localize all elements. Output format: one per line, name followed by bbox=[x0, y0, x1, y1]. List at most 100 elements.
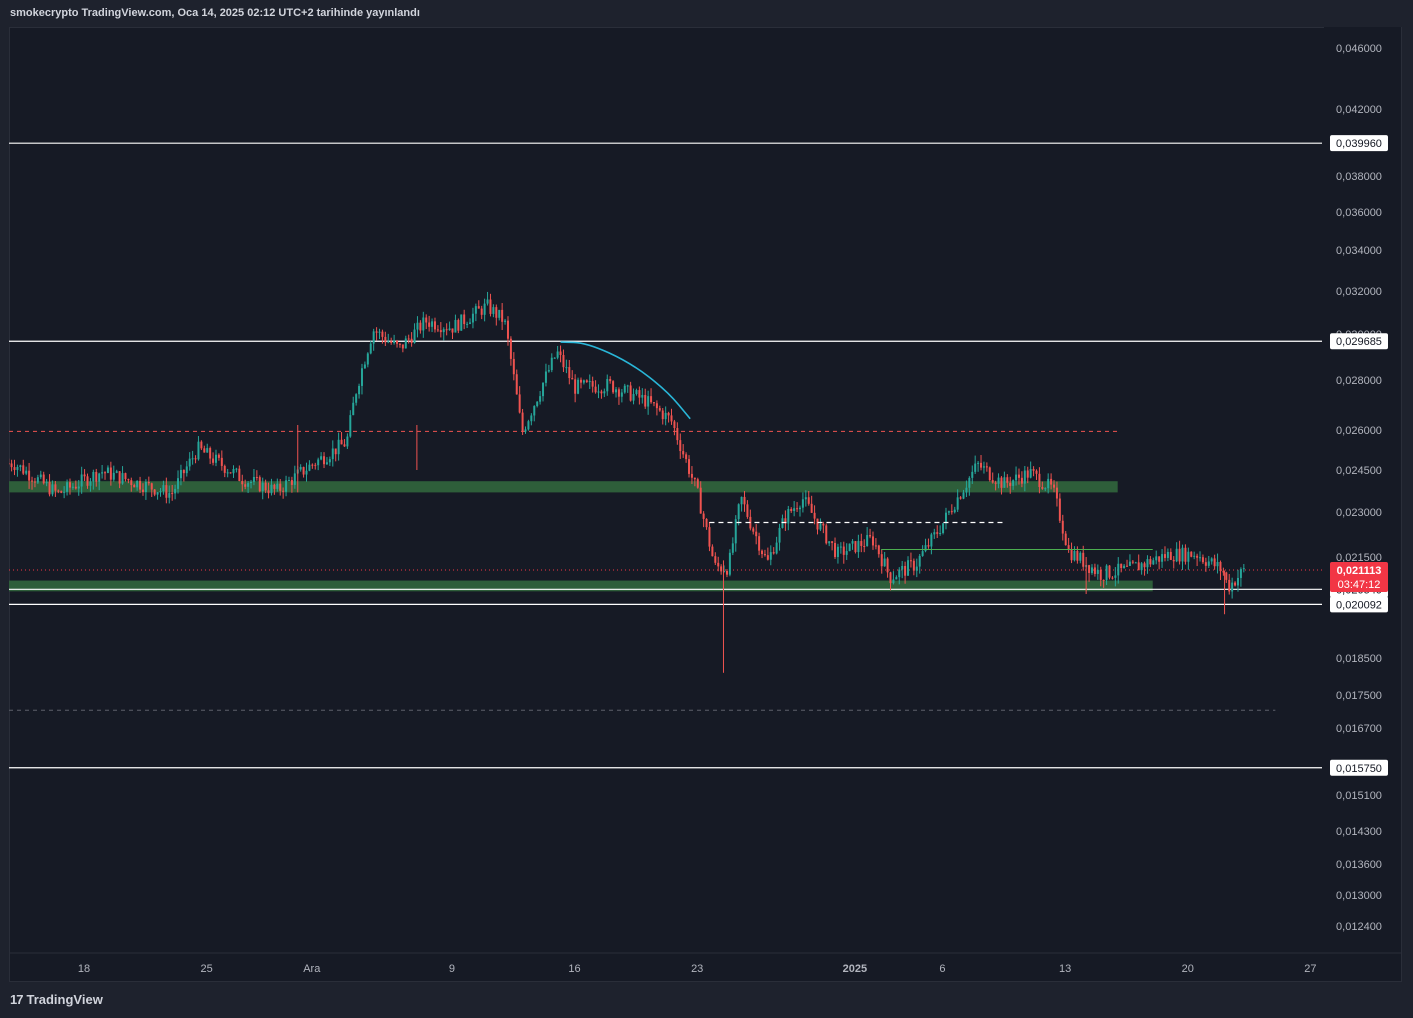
candle-body bbox=[1041, 487, 1044, 489]
candle-body bbox=[162, 485, 165, 492]
candle-body bbox=[1047, 478, 1050, 489]
candle bbox=[1102, 579, 1105, 588]
candle bbox=[48, 474, 51, 497]
candle bbox=[562, 349, 565, 372]
candle-body bbox=[1038, 473, 1041, 488]
candle-body bbox=[1035, 470, 1038, 474]
candle-body bbox=[118, 471, 121, 484]
candle bbox=[588, 374, 591, 389]
candle bbox=[693, 477, 696, 487]
candle bbox=[1219, 560, 1222, 580]
candle bbox=[1079, 551, 1082, 564]
candle bbox=[144, 479, 147, 500]
candle-body bbox=[550, 357, 553, 371]
candle-body bbox=[287, 480, 290, 482]
candle-body bbox=[200, 441, 203, 449]
candle-body bbox=[489, 299, 492, 314]
candle-body bbox=[366, 353, 369, 365]
candlestick-chart[interactable]: 0,046000 0,042000 0,038000 0,036000 0,034000… bbox=[9, 27, 1402, 982]
candle bbox=[1207, 555, 1210, 569]
candle-body bbox=[962, 492, 965, 499]
candle bbox=[942, 523, 945, 535]
candle-body bbox=[255, 476, 258, 478]
candle-body bbox=[673, 421, 676, 429]
candle-body bbox=[410, 338, 413, 343]
candle bbox=[174, 484, 177, 500]
chart-pane[interactable] bbox=[9, 27, 1402, 982]
candle-body bbox=[136, 480, 139, 488]
candle-body bbox=[831, 541, 834, 544]
candle-body bbox=[413, 329, 416, 343]
candle-body bbox=[448, 328, 451, 331]
candle-body bbox=[39, 474, 42, 478]
candle bbox=[702, 511, 705, 528]
candle bbox=[901, 560, 904, 579]
candle-body bbox=[664, 412, 667, 420]
candle bbox=[1236, 569, 1239, 592]
candle bbox=[930, 532, 933, 555]
candle bbox=[36, 474, 39, 484]
candle-body bbox=[267, 490, 270, 494]
candle-body bbox=[743, 496, 746, 505]
candle bbox=[542, 382, 545, 402]
candle-body bbox=[241, 480, 244, 485]
candle bbox=[632, 388, 635, 405]
candle bbox=[565, 359, 568, 374]
candle-body bbox=[763, 554, 766, 556]
candle bbox=[77, 480, 80, 496]
candle bbox=[121, 466, 124, 485]
tradingview-logo[interactable]: 17 TradingView bbox=[10, 992, 103, 1007]
candle bbox=[600, 389, 603, 399]
candle-body bbox=[144, 481, 147, 493]
candle bbox=[909, 552, 912, 568]
candle-body bbox=[1184, 547, 1187, 562]
candle-body bbox=[404, 338, 407, 349]
candle-body bbox=[892, 579, 895, 584]
candle bbox=[197, 436, 200, 461]
candle bbox=[734, 515, 737, 552]
current-price-tag-bg bbox=[1330, 562, 1388, 593]
candle-body bbox=[299, 467, 302, 470]
candle bbox=[1117, 557, 1120, 584]
candle-body bbox=[810, 503, 813, 513]
candle bbox=[127, 478, 130, 484]
candle bbox=[401, 344, 404, 353]
candle bbox=[638, 386, 641, 405]
candle bbox=[1199, 551, 1202, 562]
candle bbox=[305, 462, 308, 482]
y-tick-label: 0,023000 bbox=[1336, 507, 1382, 519]
candle bbox=[282, 487, 285, 499]
candle-body bbox=[1099, 569, 1102, 580]
candle bbox=[504, 318, 507, 325]
candle-body bbox=[1064, 533, 1067, 546]
candle-body bbox=[947, 511, 950, 513]
candle bbox=[241, 474, 244, 492]
candle-body bbox=[860, 541, 863, 546]
candle-body bbox=[626, 385, 629, 387]
candle-body bbox=[302, 467, 305, 475]
candle bbox=[609, 376, 612, 384]
candle bbox=[1128, 554, 1131, 566]
candle bbox=[933, 528, 936, 539]
candle bbox=[690, 466, 693, 485]
y-tick-label: 0,016700 bbox=[1336, 723, 1382, 735]
candle-body bbox=[454, 320, 457, 333]
candle bbox=[915, 558, 918, 578]
candle bbox=[483, 298, 486, 322]
candle-body bbox=[1073, 551, 1076, 561]
candle bbox=[445, 323, 448, 336]
candle-body bbox=[1219, 561, 1222, 572]
candle-body bbox=[924, 545, 927, 552]
candle bbox=[238, 465, 241, 482]
candle bbox=[1041, 481, 1044, 490]
candle-body bbox=[1088, 565, 1091, 573]
y-tick-label: 0,046000 bbox=[1336, 43, 1382, 55]
candle-body bbox=[539, 396, 542, 402]
candle bbox=[810, 495, 813, 513]
candle bbox=[898, 567, 901, 585]
candle-body bbox=[352, 402, 355, 416]
candle bbox=[13, 459, 16, 476]
candle-body bbox=[650, 396, 653, 403]
candle bbox=[652, 402, 655, 407]
level-lines-layer bbox=[9, 142, 1322, 769]
